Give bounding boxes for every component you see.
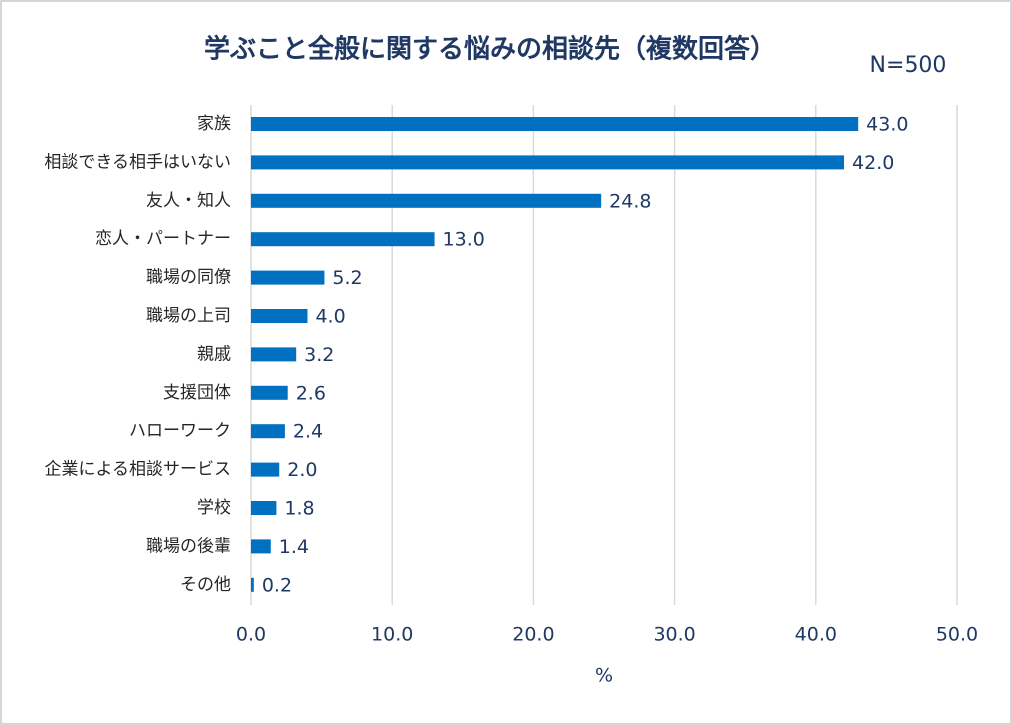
data-label: 5.2 [332, 267, 362, 289]
data-label: 2.0 [287, 459, 317, 481]
y-tick-label: ハローワーク [129, 421, 231, 441]
data-label: 0.2 [262, 574, 292, 596]
data-label: 1.4 [279, 536, 309, 558]
x-tick-label: 40.0 [795, 624, 837, 646]
bar [251, 501, 277, 515]
x-tick-label: 0.0 [236, 624, 266, 646]
x-tick-label: 30.0 [653, 624, 695, 646]
data-label: 24.8 [609, 190, 651, 212]
data-label: 1.8 [284, 498, 314, 520]
bar [251, 193, 602, 208]
bar [251, 309, 308, 323]
data-label: 42.0 [852, 152, 894, 174]
data-label: 2.4 [293, 421, 323, 443]
data-label: 2.6 [296, 382, 326, 404]
x-tick-label: 10.0 [371, 624, 413, 646]
x-tick-label: 50.0 [936, 624, 978, 646]
bar [251, 462, 280, 477]
bar [251, 270, 325, 285]
bar [251, 232, 435, 247]
x-tick-label: 20.0 [512, 624, 554, 646]
y-tick-label: 職場の後輩 [146, 536, 231, 556]
y-tick-label: 親戚 [197, 344, 231, 364]
y-tick-label: 職場の同僚 [146, 268, 231, 288]
y-tick-label: 家族 [197, 114, 231, 134]
bar [251, 539, 271, 554]
annotation: N=500 [870, 53, 947, 78]
bar [251, 347, 297, 362]
data-label: 43.0 [866, 114, 908, 136]
data-label: 13.0 [443, 229, 485, 251]
y-tick-label: 職場の上司 [146, 306, 231, 326]
x-axis-label: % [595, 665, 613, 687]
chart-title: 学ぶこと全般に関する悩みの相談先（複数回答） [204, 34, 776, 65]
bar [251, 155, 845, 170]
y-tick-label: その他 [180, 575, 231, 595]
y-tick-label: 企業による相談サービス [45, 460, 232, 480]
data-label: 4.0 [315, 306, 345, 328]
y-tick-label: 相談できる相手はいない [44, 152, 231, 172]
y-tick-label: 友人・知人 [146, 191, 231, 211]
bar [251, 117, 859, 131]
bar [251, 424, 285, 439]
y-tick-label: 恋人・パートナー [95, 228, 231, 249]
bar [251, 385, 288, 400]
data-label: 3.2 [304, 344, 334, 366]
y-tick-label: 支援団体 [163, 383, 231, 403]
bar [251, 577, 254, 592]
y-tick-label: 学校 [197, 498, 231, 518]
